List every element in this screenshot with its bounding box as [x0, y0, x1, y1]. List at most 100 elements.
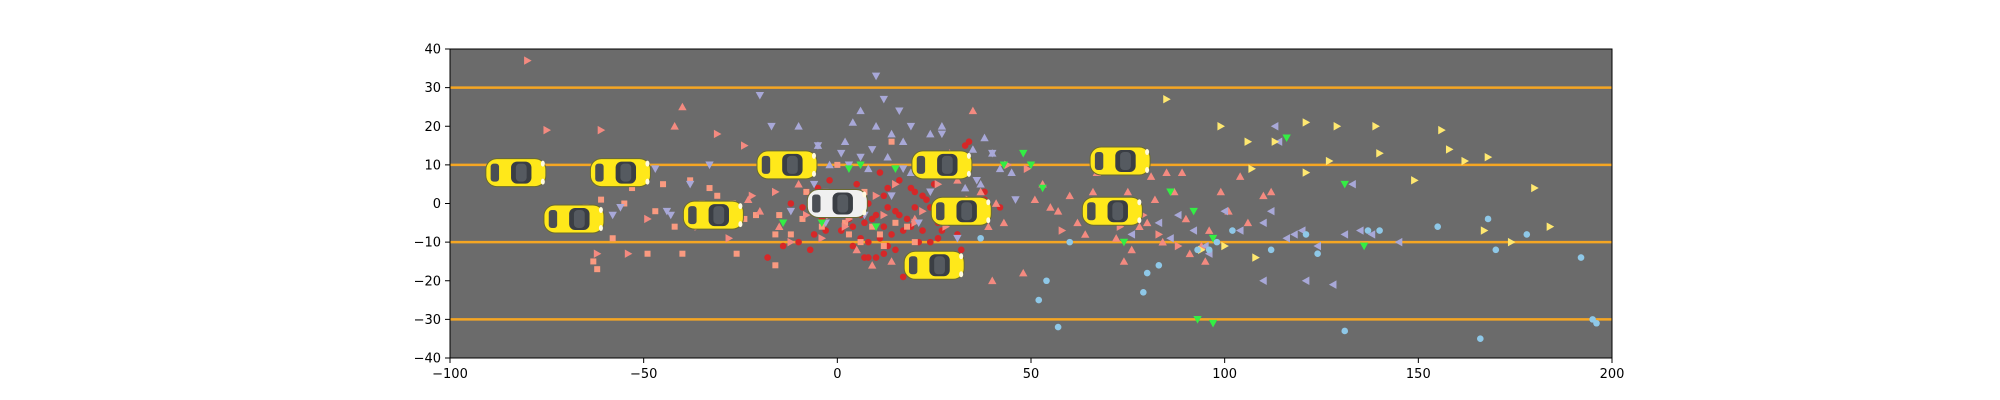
data-point	[1193, 316, 1202, 324]
data-point	[892, 219, 899, 226]
data-point	[776, 212, 783, 219]
data-point	[1135, 222, 1144, 231]
data-point	[644, 250, 651, 257]
data-point	[1035, 296, 1043, 304]
car-headlight	[959, 271, 964, 278]
car-headlight	[966, 170, 971, 177]
data-point	[1244, 137, 1253, 146]
data-point	[806, 246, 814, 254]
car-headlight	[738, 221, 743, 228]
data-point	[1340, 180, 1349, 189]
data-point	[1221, 241, 1229, 251]
data-point	[888, 231, 895, 238]
data-point	[644, 214, 652, 224]
data-point	[960, 183, 970, 192]
y-axis: −40 −30 −20 −10 0 10 20 30 40	[414, 43, 450, 367]
data-point	[880, 250, 888, 258]
car-headlight	[598, 206, 603, 213]
data-point	[1158, 237, 1167, 246]
data-point	[1127, 230, 1136, 239]
data-point	[787, 231, 794, 238]
data-point	[906, 168, 916, 176]
data-point	[1173, 210, 1182, 220]
data-point	[1216, 187, 1225, 196]
data-point	[1088, 187, 1098, 196]
data-point	[1477, 335, 1484, 342]
data-point	[872, 191, 881, 200]
data-point	[660, 181, 667, 188]
data-point	[616, 204, 625, 212]
data-point	[1282, 134, 1291, 143]
data-point	[1220, 207, 1229, 216]
data-point	[861, 219, 868, 227]
data-point	[1313, 241, 1321, 251]
x-tick-label: 150	[1406, 367, 1431, 382]
data-point	[868, 215, 876, 223]
data-point	[1314, 250, 1321, 258]
data-point	[896, 211, 903, 219]
car-headlight	[1137, 199, 1142, 206]
data-point	[1492, 246, 1500, 254]
data-point	[621, 200, 628, 207]
data-point	[988, 149, 997, 157]
data-point	[884, 184, 891, 192]
data-point	[1043, 277, 1050, 285]
vehicle	[682, 200, 744, 230]
data-point	[887, 192, 896, 200]
data-point	[849, 242, 857, 250]
data-point	[1364, 227, 1372, 234]
data-point	[652, 208, 659, 215]
data-point	[1143, 269, 1151, 277]
car-rear-window	[548, 209, 558, 228]
data-point	[844, 161, 854, 170]
data-point	[903, 215, 911, 223]
y-tick-label: −20	[414, 274, 441, 289]
car-headlight	[738, 203, 743, 210]
data-point	[1411, 176, 1419, 185]
data-point	[1235, 172, 1245, 180]
data-point	[1341, 327, 1349, 335]
data-point	[953, 176, 962, 184]
car-headlight	[811, 152, 816, 159]
car-roof-shade	[713, 206, 725, 225]
x-tick-label: −100	[432, 367, 468, 382]
car-roof-shade	[837, 194, 849, 213]
data-point	[1154, 218, 1163, 228]
data-point	[1267, 246, 1275, 254]
data-point	[810, 231, 818, 238]
vehicle	[1089, 146, 1151, 176]
data-point	[1367, 230, 1376, 239]
data-point	[842, 219, 849, 226]
data-point	[1480, 226, 1489, 235]
data-point	[1229, 227, 1236, 234]
data-point	[713, 129, 722, 139]
vehicle	[756, 150, 818, 180]
data-point	[1174, 241, 1183, 251]
car-headlight	[540, 178, 545, 185]
data-point	[685, 180, 695, 189]
data-point	[799, 204, 806, 211]
data-point	[883, 152, 892, 161]
y-tick-label: 20	[424, 120, 441, 135]
car-roof-shade	[1120, 152, 1131, 171]
data-point	[871, 122, 881, 130]
data-point	[898, 165, 908, 173]
data-point	[741, 215, 748, 222]
data-point	[1189, 207, 1198, 216]
data-point	[1252, 253, 1260, 262]
car-roof-shade	[934, 256, 945, 275]
car-rear-window	[1094, 152, 1104, 171]
data-point	[609, 235, 616, 242]
data-point	[876, 169, 884, 176]
data-point	[937, 130, 947, 139]
data-point	[845, 231, 852, 238]
data-point	[1208, 234, 1218, 243]
data-point	[1073, 218, 1082, 227]
y-tick-label: −30	[414, 313, 441, 328]
car-rear-window	[916, 155, 926, 174]
data-point	[772, 231, 779, 238]
vehicle	[911, 150, 973, 180]
data-point	[856, 161, 865, 170]
data-point	[1259, 218, 1267, 228]
